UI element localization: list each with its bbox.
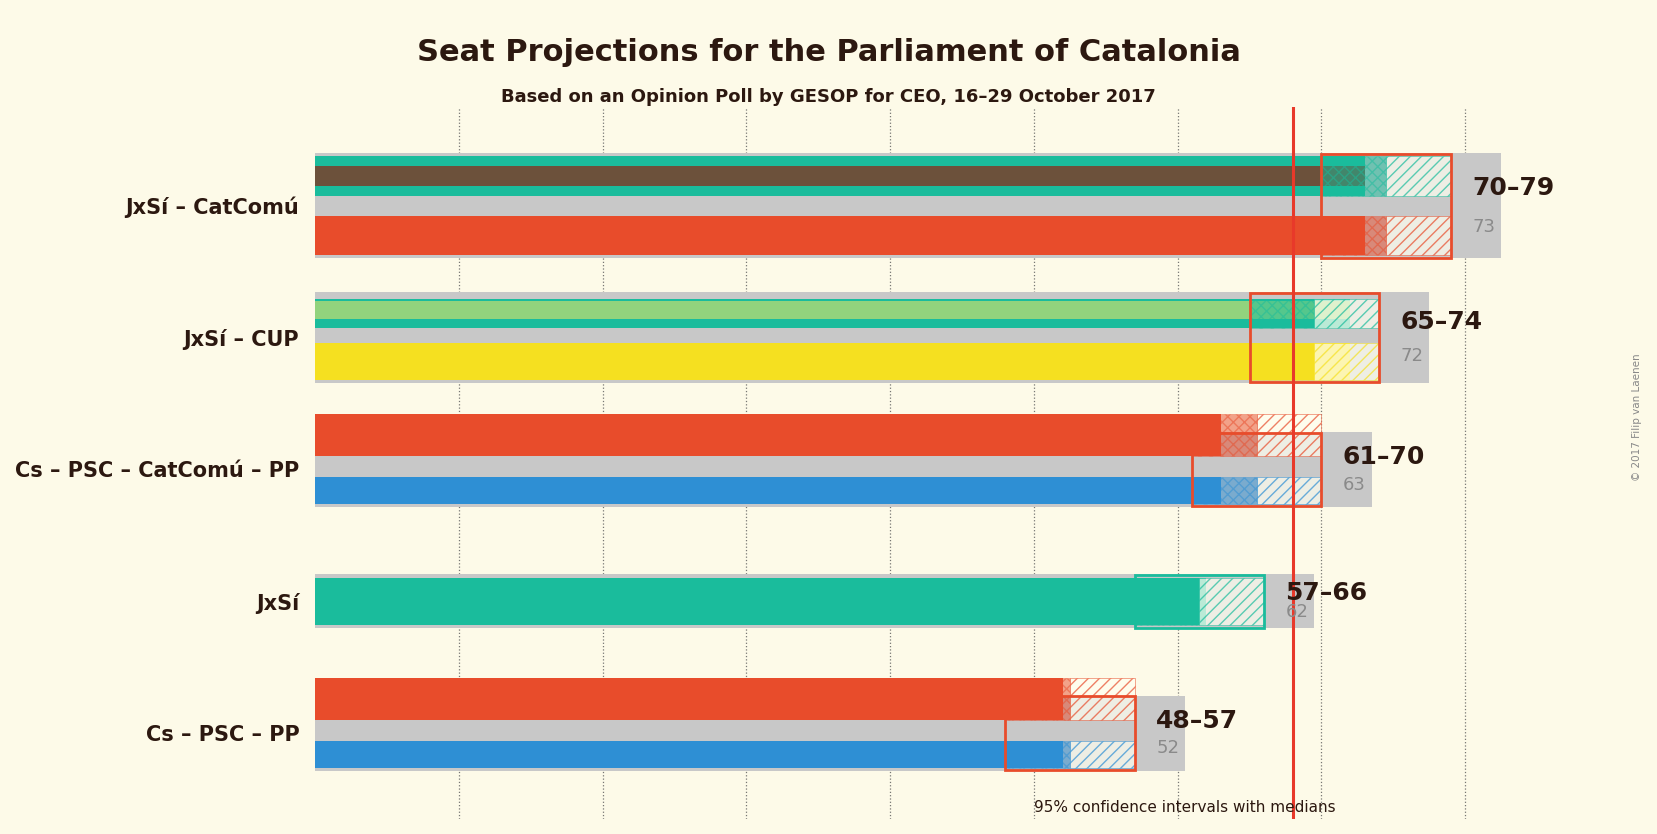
Bar xyxy=(1135,578,1200,626)
Bar xyxy=(315,156,1364,196)
Text: 72: 72 xyxy=(1400,347,1423,365)
Bar xyxy=(1314,343,1379,379)
Bar xyxy=(1321,156,1385,196)
Bar xyxy=(1191,433,1321,506)
Bar xyxy=(315,432,1372,507)
Bar xyxy=(1006,741,1070,767)
Bar xyxy=(315,696,1185,771)
Bar xyxy=(315,575,1314,628)
Bar xyxy=(1321,153,1452,258)
Bar xyxy=(1006,696,1135,770)
Bar xyxy=(315,153,1501,259)
Bar xyxy=(315,477,1221,504)
Bar xyxy=(315,215,1364,255)
Bar xyxy=(315,166,1364,186)
Bar xyxy=(1321,215,1385,255)
Bar xyxy=(1256,477,1321,504)
Bar xyxy=(315,300,1350,319)
Text: Seat Projections for the Parliament of Catalonia: Seat Projections for the Parliament of C… xyxy=(416,38,1241,67)
Bar xyxy=(315,299,1350,329)
Bar xyxy=(315,343,1350,379)
Bar xyxy=(1249,343,1314,379)
Text: 57–66: 57–66 xyxy=(1286,580,1367,605)
Bar xyxy=(1256,414,1321,456)
Text: 95% confidence intervals with medians: 95% confidence intervals with medians xyxy=(1034,800,1336,815)
Bar xyxy=(315,578,1206,626)
Text: 65–74: 65–74 xyxy=(1400,310,1483,334)
Bar xyxy=(1314,299,1379,329)
Bar xyxy=(1070,678,1135,720)
Bar xyxy=(1385,156,1452,196)
Bar xyxy=(1200,578,1264,626)
Text: 61–70: 61–70 xyxy=(1342,445,1425,469)
Bar xyxy=(1385,215,1452,255)
Bar xyxy=(315,414,1221,456)
Text: © 2017 Filip van Laenen: © 2017 Filip van Laenen xyxy=(1632,353,1642,481)
Text: 52: 52 xyxy=(1157,740,1180,757)
Bar xyxy=(1249,299,1314,329)
Text: 62: 62 xyxy=(1286,603,1309,620)
Bar xyxy=(1006,678,1070,720)
Bar xyxy=(1135,575,1264,628)
Text: 48–57: 48–57 xyxy=(1157,709,1238,733)
Bar xyxy=(315,678,1062,720)
Text: Based on an Opinion Poll by GESOP for CEO, 16–29 October 2017: Based on an Opinion Poll by GESOP for CE… xyxy=(500,88,1157,106)
Bar xyxy=(1191,477,1256,504)
Bar xyxy=(315,292,1430,383)
Text: 63: 63 xyxy=(1342,475,1365,494)
Bar xyxy=(1070,741,1135,767)
Text: 73: 73 xyxy=(1473,219,1495,236)
Bar xyxy=(315,741,1062,767)
Bar xyxy=(1249,293,1379,383)
Bar xyxy=(1191,414,1256,456)
Text: 70–79: 70–79 xyxy=(1473,176,1554,200)
